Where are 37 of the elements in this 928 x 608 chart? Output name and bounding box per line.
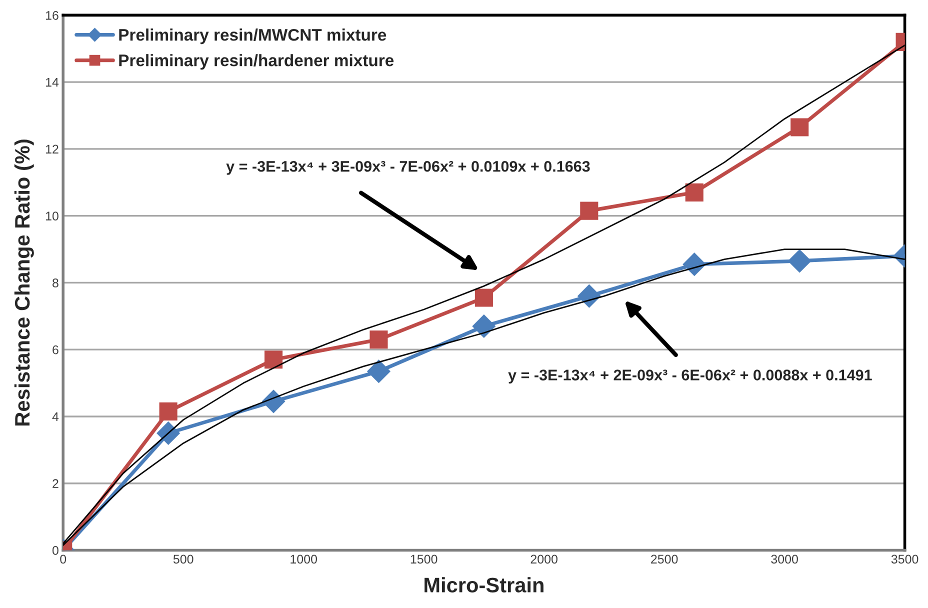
point bbox=[156, 421, 180, 445]
y-tick-label: 14 bbox=[46, 78, 59, 87]
y-axis-title: Resistance Change Ratio (%) bbox=[14, 140, 34, 426]
point bbox=[577, 284, 601, 308]
y-tick-label: 0 bbox=[52, 546, 58, 555]
point bbox=[366, 360, 391, 384]
point bbox=[159, 402, 178, 420]
legend-label: Preliminary resin/hardener mixture bbox=[119, 54, 394, 70]
point bbox=[262, 390, 286, 414]
point bbox=[580, 202, 598, 220]
point bbox=[790, 118, 809, 136]
point bbox=[264, 350, 283, 369]
point bbox=[474, 288, 493, 307]
x-tick-label: 2000 bbox=[530, 554, 558, 564]
y-tick-label: 6 bbox=[52, 345, 58, 354]
point bbox=[472, 314, 496, 338]
y-tick-label: 2 bbox=[52, 479, 58, 488]
x-tick-label: 3500 bbox=[891, 554, 918, 564]
x-tick-label: 500 bbox=[173, 554, 194, 564]
annotation: y = -3E-13x⁴ + 2E-09x³ - 6E-06x² + 0.0088x + 0.1491 bbox=[508, 370, 872, 384]
x-tick-label: 1000 bbox=[290, 554, 318, 564]
x-tick-label: 0 bbox=[60, 554, 66, 564]
x-tick-label: 1500 bbox=[410, 554, 438, 564]
y-tick-label: 8 bbox=[52, 278, 58, 288]
point bbox=[788, 249, 812, 273]
point bbox=[685, 183, 704, 202]
point bbox=[682, 252, 706, 276]
x-tick-label: 3000 bbox=[771, 554, 798, 564]
annotation: y = -3E-13x⁴ + 3E-09x³ - 7E-06x² + 0.0109x + 0.1663 bbox=[226, 160, 590, 175]
legend-label: Preliminary resin/MWCNT mixture bbox=[119, 28, 386, 44]
y-tick-label: 10 bbox=[46, 212, 58, 220]
y-tick-label: 4 bbox=[52, 412, 59, 422]
x-tick-label: 2500 bbox=[651, 554, 678, 564]
x-axis-title: Micro-Strain bbox=[424, 577, 544, 592]
y-tick-label: 12 bbox=[46, 144, 58, 154]
point bbox=[370, 330, 388, 349]
y-tick-label: 16 bbox=[46, 11, 58, 20]
